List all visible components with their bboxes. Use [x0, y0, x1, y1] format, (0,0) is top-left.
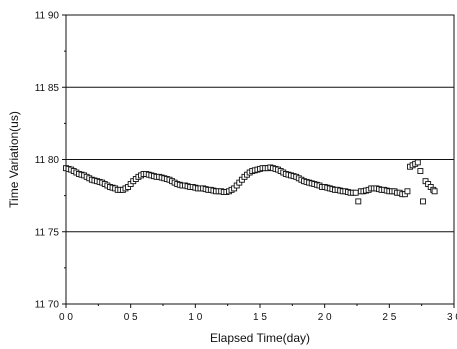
data-point [431, 188, 438, 195]
data-point [414, 159, 421, 166]
x-tick-label: 1 5 [253, 312, 267, 323]
data-point [352, 189, 359, 196]
x-tick-label: 0 5 [124, 312, 138, 323]
data-point [355, 198, 362, 205]
ticks-layer: 11 70 11 75 11 80 11 85 11 90 0 0 0 5 1 0 1 5 2 0… [35, 11, 457, 324]
grid-layer [66, 86, 454, 233]
x-tick-label: 1 0 [188, 312, 202, 323]
data-point [420, 198, 426, 205]
x-tick-label: 3 0 [447, 312, 457, 323]
y-tick-label: 11 70 [35, 300, 60, 311]
y-tick-label: 11 90 [35, 11, 60, 22]
data-point [404, 188, 411, 195]
y-tick-label: 11 80 [35, 155, 60, 166]
y-axis-label: Time Variation(us) [7, 111, 21, 208]
x-tick-label: 0 0 [59, 312, 73, 323]
points-layer [63, 159, 438, 205]
y-tick-label: 11 75 [35, 227, 60, 238]
data-point [417, 168, 424, 175]
y-tick-label: 11 85 [35, 83, 60, 94]
x-axis-label: Elapsed Time(day) [210, 331, 310, 345]
x-tick-label: 2 0 [318, 312, 332, 323]
x-tick-label: 2 5 [382, 312, 396, 323]
